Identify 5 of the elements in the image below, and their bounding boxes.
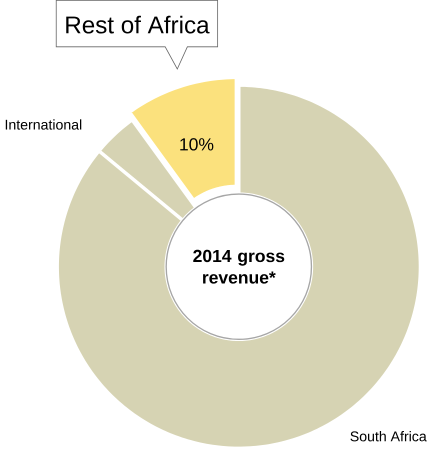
slice-label: International — [6, 119, 82, 130]
data-label: 10% — [180, 138, 214, 151]
slice-label: Rest of Africa — [66, 16, 210, 34]
slice-label: South Africa — [350, 431, 427, 442]
text: 2014 gross revenue* — [193, 250, 284, 284]
